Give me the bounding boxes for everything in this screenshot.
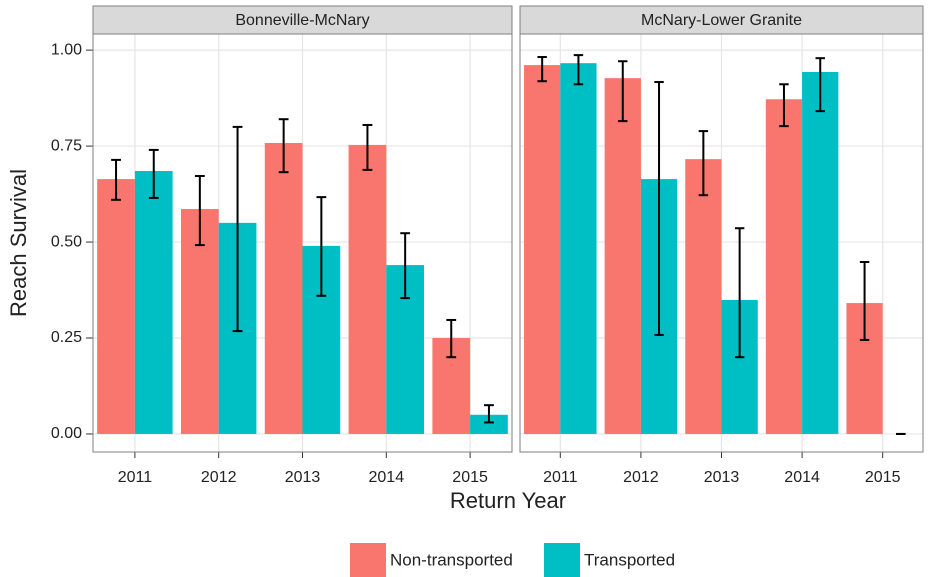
facet-title: McNary-Lower Granite bbox=[641, 12, 802, 29]
x-tick-label: 2013 bbox=[704, 469, 740, 486]
bar bbox=[470, 414, 508, 434]
x-tick-label: 2011 bbox=[543, 469, 578, 486]
bar bbox=[348, 144, 387, 434]
x-tick-label: 2014 bbox=[784, 469, 820, 486]
x-tick-label: 2011 bbox=[118, 469, 153, 486]
bar bbox=[97, 179, 135, 434]
facet-title: Bonneville-McNary bbox=[235, 12, 369, 29]
panel-border bbox=[519, 33, 924, 453]
bar bbox=[802, 72, 839, 434]
facet-strip bbox=[92, 5, 513, 35]
x-tick-label: 2015 bbox=[865, 469, 901, 486]
bar bbox=[685, 159, 722, 434]
panel-border bbox=[92, 33, 513, 453]
y-axis-title: Reach Survival bbox=[6, 169, 31, 317]
x-tick-label: 2014 bbox=[369, 469, 405, 486]
legend-swatch bbox=[544, 543, 580, 577]
bar bbox=[180, 209, 219, 434]
bar bbox=[524, 65, 561, 434]
bar bbox=[560, 63, 597, 434]
x-tick-label: 2012 bbox=[201, 469, 237, 486]
bar bbox=[604, 78, 641, 434]
bar bbox=[264, 143, 303, 434]
bar bbox=[134, 171, 173, 434]
y-tick-label: 0.00 bbox=[51, 425, 82, 442]
legend-label: Non-transported bbox=[390, 550, 513, 569]
legend-swatch bbox=[350, 543, 386, 577]
bar bbox=[765, 99, 803, 434]
legend-label: Transported bbox=[584, 550, 675, 569]
y-tick-label: 0.75 bbox=[51, 137, 82, 154]
x-tick-label: 2015 bbox=[452, 469, 488, 486]
facet-strip bbox=[519, 5, 924, 35]
y-tick-label: 1.00 bbox=[51, 41, 82, 58]
x-axis-title: Return Year bbox=[450, 488, 566, 513]
y-tick-label: 0.50 bbox=[51, 233, 82, 250]
x-tick-label: 2012 bbox=[623, 469, 659, 486]
y-tick-label: 0.25 bbox=[51, 329, 82, 346]
x-tick-label: 2013 bbox=[285, 469, 321, 486]
